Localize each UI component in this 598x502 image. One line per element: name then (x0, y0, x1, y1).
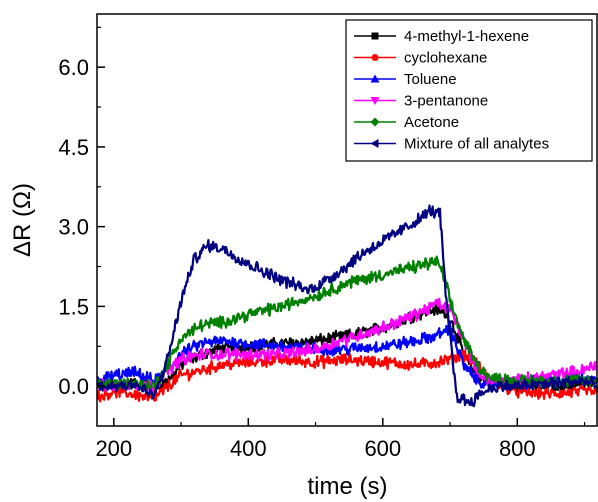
y-tick-label: 0.0 (58, 374, 89, 399)
x-tick-label: 400 (230, 436, 267, 461)
legend-item: 4-methyl-1-hexene (354, 28, 529, 45)
legend-marker (370, 117, 380, 127)
legend-label: Mixture of all analytes (404, 136, 549, 153)
x-tick-label: 200 (95, 436, 132, 461)
legend-marker (370, 97, 380, 105)
x-axis-title: time (s) (308, 473, 388, 500)
x-tick-label: 600 (364, 436, 401, 461)
x-axis: 200 400 600 800 (95, 418, 586, 461)
legend-label: 3-pentanone (404, 93, 488, 110)
y-tick-label: 3.0 (58, 215, 89, 240)
series-line (97, 255, 598, 392)
y-axis: 0.0 1.5 3.0 4.5 6.0 (58, 26, 105, 399)
legend-item: cyclohexane (354, 50, 487, 67)
y-axis-title: ΔR (Ω) (9, 183, 36, 257)
legend-label: 4-methyl-1-hexene (404, 28, 529, 45)
legend-marker (371, 32, 379, 40)
legend-item: Acetone (354, 114, 459, 131)
legend-label: Toluene (404, 71, 457, 88)
plot-frame (96, 13, 598, 427)
y-tick-label: 1.5 (58, 294, 89, 319)
legend-item: 3-pentanone (354, 93, 488, 110)
legend-item: Mixture of all analytes (354, 136, 549, 153)
legend: 4-methyl-1-hexene cyclohexane Toluene 3-pen… (345, 19, 593, 162)
series-line (97, 204, 598, 408)
legend-marker (370, 139, 379, 148)
legend-box (345, 19, 593, 162)
legend-label: cyclohexane (404, 50, 487, 67)
y-tick-label: 4.5 (58, 135, 89, 160)
legend-label: Acetone (404, 114, 459, 131)
series-acetone (97, 255, 598, 392)
y-tick-label: 6.0 (58, 55, 89, 80)
legend-item: Toluene (354, 71, 457, 88)
x-tick-label: 800 (499, 436, 536, 461)
legend-marker (371, 54, 379, 61)
series-mixture-of-all-analytes (97, 204, 598, 408)
legend-marker (370, 74, 380, 83)
series-layer (97, 204, 598, 408)
